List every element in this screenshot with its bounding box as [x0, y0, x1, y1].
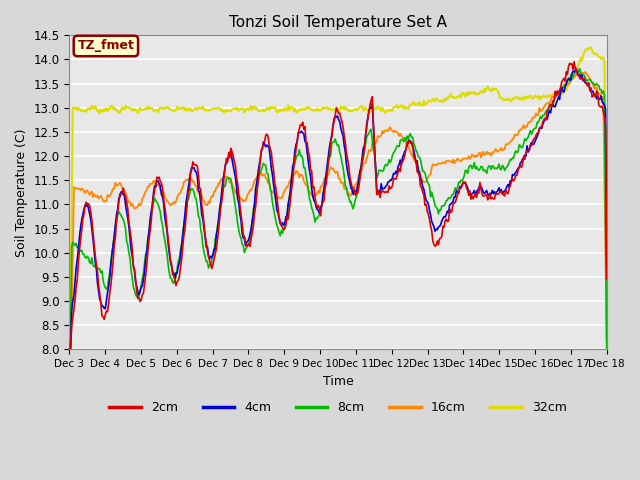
2cm: [65, 347, 73, 352]
2cm: [570, 59, 578, 65]
Title: Tonzi Soil Temperature Set A: Tonzi Soil Temperature Set A: [229, 15, 447, 30]
4cm: [572, 68, 579, 73]
4cm: [366, 105, 374, 111]
Line: 16cm: 16cm: [69, 70, 607, 349]
X-axis label: Time: Time: [323, 374, 353, 387]
2cm: [460, 180, 468, 185]
8cm: [233, 212, 241, 217]
32cm: [292, 109, 300, 115]
32cm: [586, 44, 594, 50]
32cm: [392, 104, 399, 110]
4cm: [603, 265, 611, 271]
8cm: [554, 91, 561, 97]
32cm: [460, 92, 468, 97]
Legend: 2cm, 4cm, 8cm, 16cm, 32cm: 2cm, 4cm, 8cm, 16cm, 32cm: [104, 396, 572, 420]
Line: 2cm: 2cm: [69, 62, 607, 349]
32cm: [65, 417, 73, 423]
16cm: [65, 347, 73, 352]
16cm: [233, 189, 241, 194]
16cm: [554, 91, 561, 97]
Text: TZ_fmet: TZ_fmet: [77, 39, 134, 52]
16cm: [392, 129, 399, 134]
Line: 4cm: 4cm: [69, 71, 607, 349]
8cm: [460, 173, 468, 179]
2cm: [233, 175, 241, 180]
4cm: [392, 168, 399, 174]
8cm: [292, 156, 300, 161]
32cm: [366, 108, 374, 114]
8cm: [366, 128, 374, 133]
2cm: [392, 177, 399, 182]
32cm: [233, 107, 241, 112]
4cm: [460, 180, 468, 186]
32cm: [554, 93, 561, 98]
2cm: [366, 102, 374, 108]
8cm: [65, 347, 73, 352]
2cm: [603, 276, 611, 282]
2cm: [292, 147, 300, 153]
16cm: [292, 168, 300, 174]
32cm: [603, 284, 611, 290]
Y-axis label: Soil Temperature (C): Soil Temperature (C): [15, 128, 28, 257]
16cm: [366, 148, 374, 154]
16cm: [575, 67, 582, 73]
16cm: [460, 156, 468, 161]
8cm: [392, 146, 399, 152]
16cm: [603, 337, 611, 343]
2cm: [554, 88, 561, 94]
8cm: [576, 66, 584, 72]
8cm: [603, 347, 611, 352]
Line: 8cm: 8cm: [69, 69, 607, 349]
4cm: [233, 183, 241, 189]
4cm: [292, 142, 300, 147]
Line: 32cm: 32cm: [69, 47, 607, 420]
4cm: [65, 347, 73, 352]
4cm: [554, 98, 561, 104]
